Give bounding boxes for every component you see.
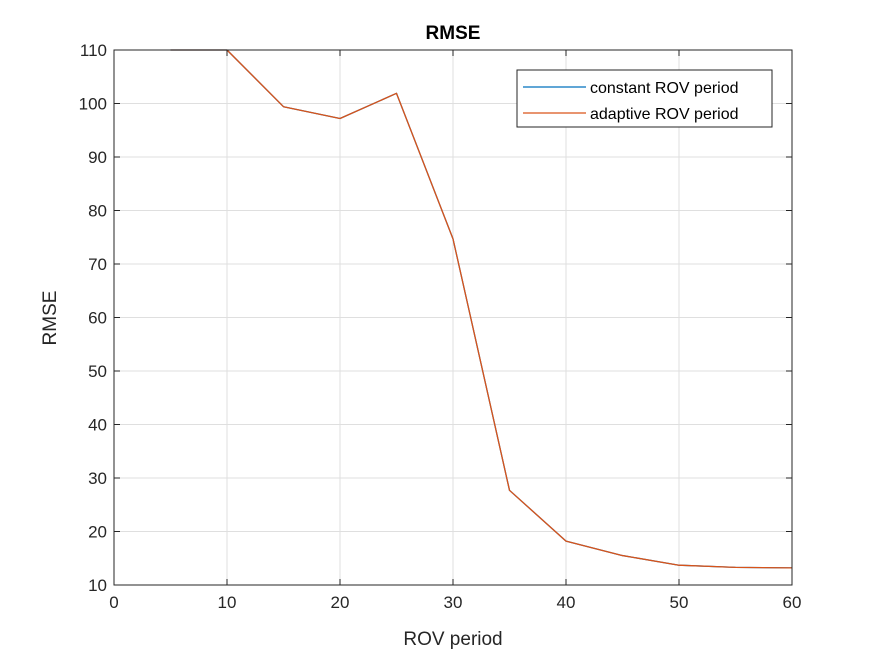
series-line-constant xyxy=(170,49,793,569)
x-tick-label: 50 xyxy=(670,593,689,612)
x-tick-label: 40 xyxy=(557,593,576,612)
x-axis-label: ROV period xyxy=(403,629,502,650)
y-tick-label: 50 xyxy=(88,362,107,381)
x-tick-label: 10 xyxy=(218,593,237,612)
y-tick-label: 110 xyxy=(80,41,107,60)
y-tick-label: 40 xyxy=(88,416,107,435)
y-axis-label: RMSE xyxy=(40,291,61,346)
x-tick-label: 20 xyxy=(331,593,350,612)
x-tick-label: 0 xyxy=(109,593,118,612)
legend-box xyxy=(516,69,773,128)
y-tick-label: 10 xyxy=(88,576,107,595)
chart-title: RMSE xyxy=(426,23,481,44)
x-tick-label: 30 xyxy=(444,593,463,612)
series-layer xyxy=(170,49,793,569)
legend-label-constant: constant ROV period xyxy=(590,80,739,97)
y-tick-label: 80 xyxy=(88,202,107,221)
y-tick-label: 100 xyxy=(79,95,107,114)
grid xyxy=(113,49,793,586)
x-tick-label: 60 xyxy=(783,593,802,612)
legend: constant ROV period adaptive ROV period xyxy=(516,69,773,128)
y-axis: 10 20 30 40 50 60 70 80 90 100 110 xyxy=(79,41,792,595)
y-tick-label: 90 xyxy=(88,148,107,167)
series-line-adaptive xyxy=(170,49,793,569)
y-tick-label: 30 xyxy=(88,469,107,488)
legend-label-adaptive: adaptive ROV period xyxy=(590,106,739,123)
y-tick-label: 60 xyxy=(88,309,107,328)
y-tick-label: 70 xyxy=(88,255,107,274)
y-tick-label: 20 xyxy=(88,523,107,542)
x-axis: 0 10 20 30 40 50 60 xyxy=(109,50,801,612)
